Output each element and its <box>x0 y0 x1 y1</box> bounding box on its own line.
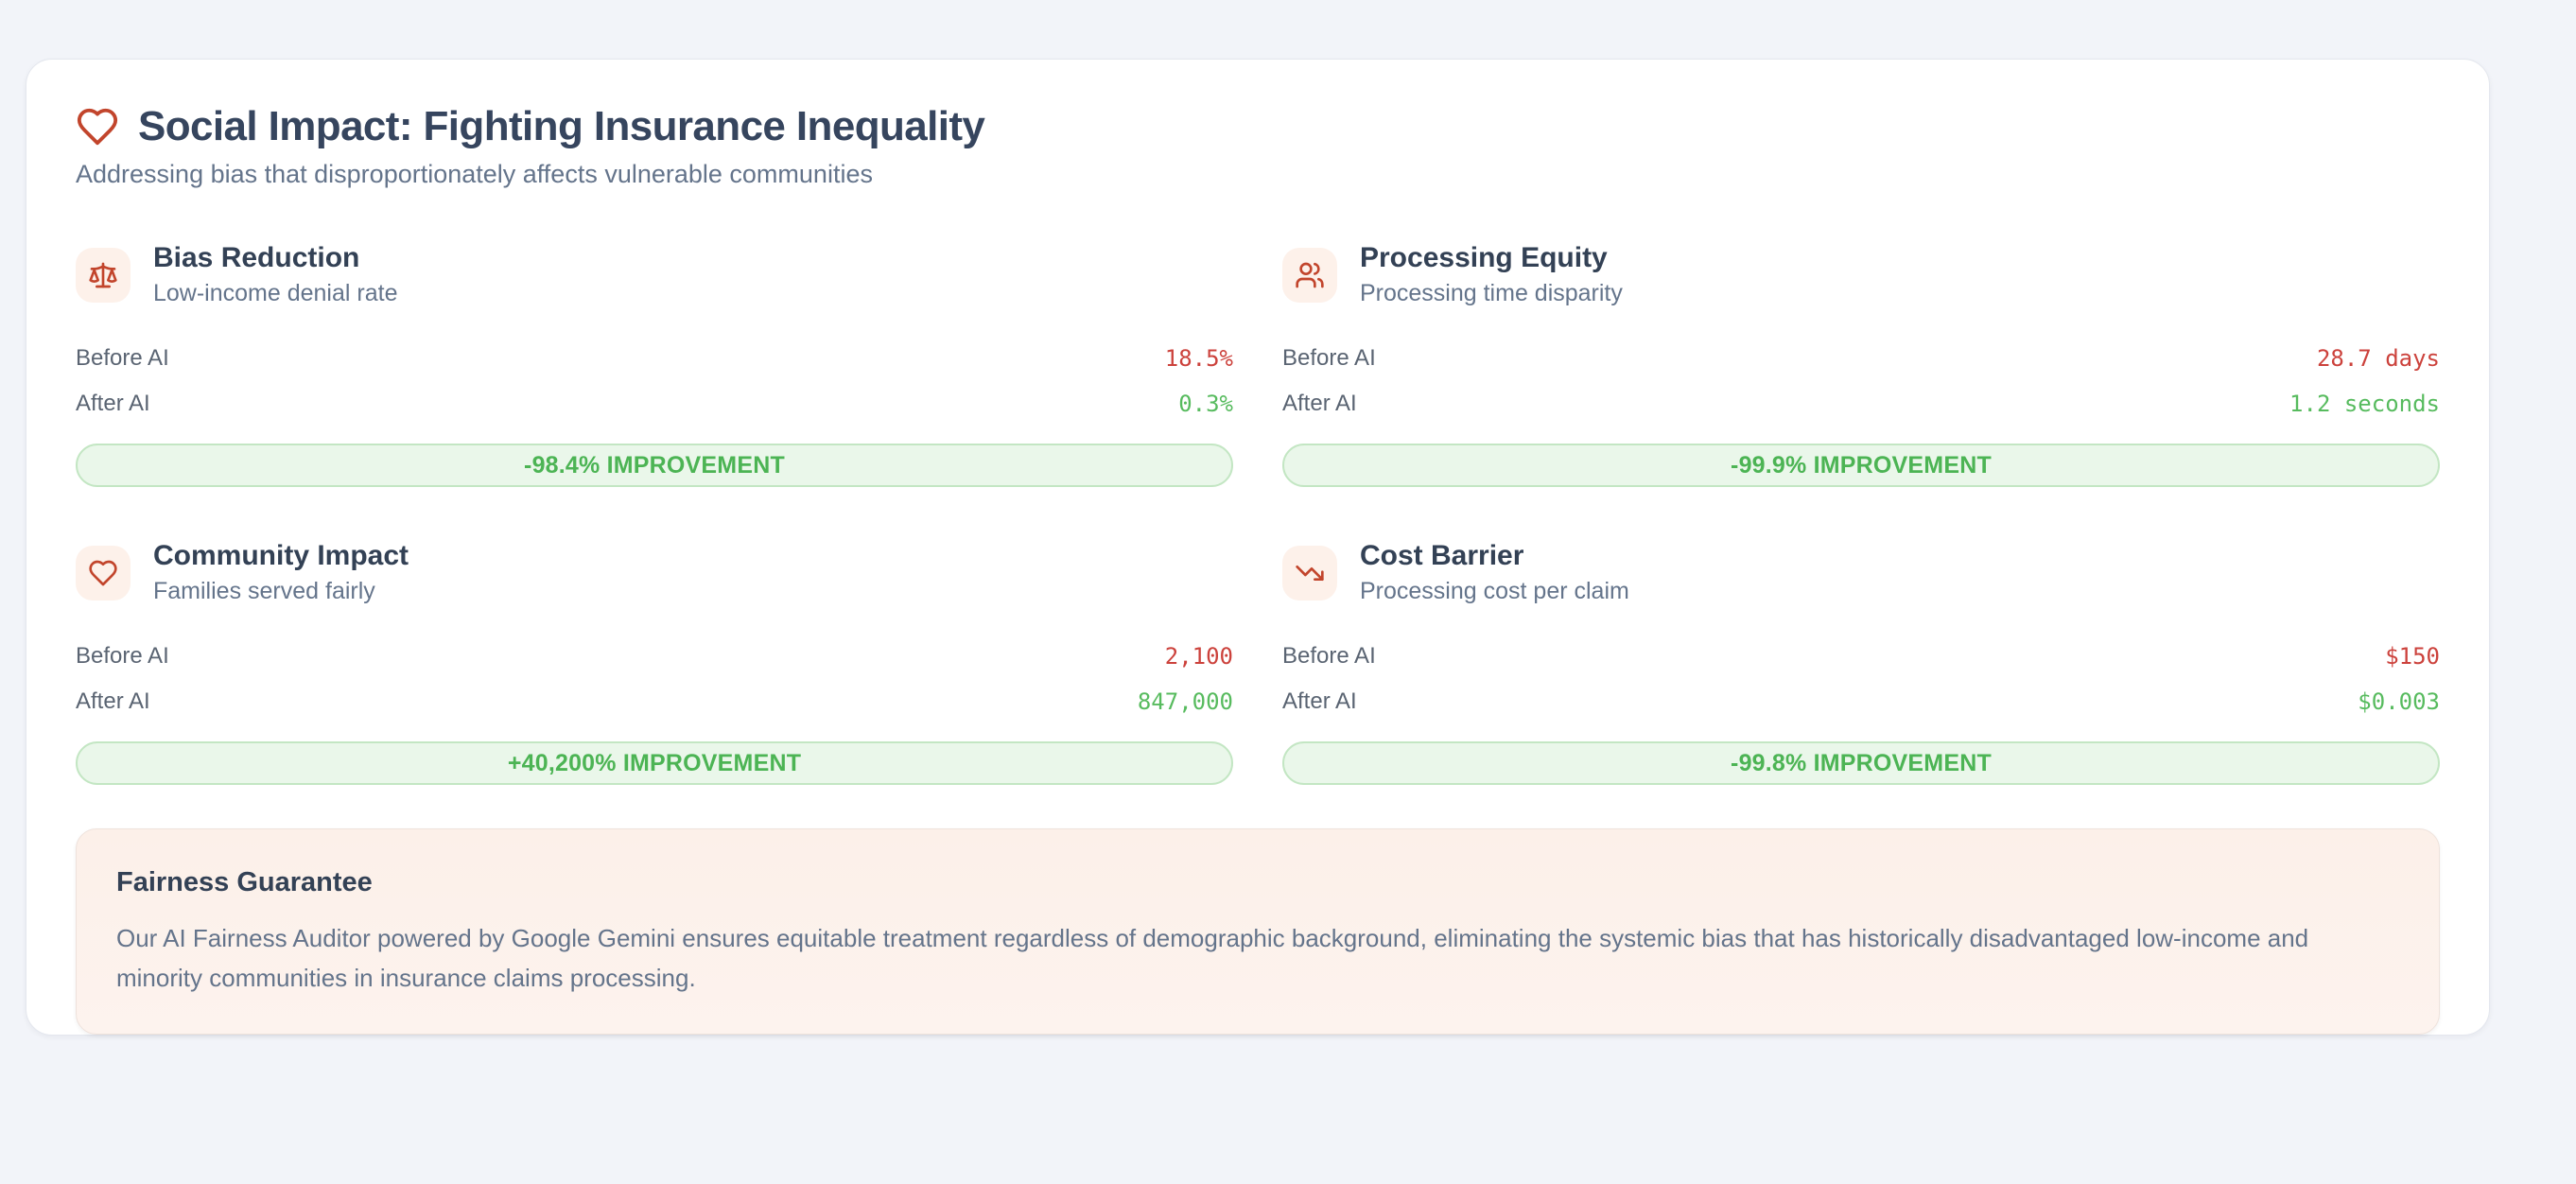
after-row: After AI $0.003 <box>1282 679 2440 724</box>
metric-header: Bias Reduction Low-income denial rate <box>76 242 1233 307</box>
before-value: $150 <box>2385 643 2440 670</box>
page-title: Social Impact: Fighting Insurance Inequa… <box>138 103 985 149</box>
fairness-panel: Fairness Guarantee Our AI Fairness Audit… <box>76 828 2440 1036</box>
improvement-badge: -99.9% IMPROVEMENT <box>1282 444 2440 487</box>
heart-icon <box>76 545 131 601</box>
metric-card-bias-reduction: Bias Reduction Low-income denial rate Be… <box>76 242 1233 487</box>
after-row: After AI 847,000 <box>76 679 1233 724</box>
improvement-badge: -99.8% IMPROVEMENT <box>1282 741 2440 785</box>
metric-header: Community Impact Families served fairly <box>76 540 1233 605</box>
before-value: 28.7 days <box>2316 345 2440 372</box>
after-value: $0.003 <box>2358 688 2440 715</box>
panel-header: Social Impact: Fighting Insurance Inequa… <box>76 103 2440 150</box>
after-value: 0.3% <box>1178 391 1233 417</box>
metric-title: Community Impact <box>153 540 409 571</box>
after-label: After AI <box>1282 391 1357 416</box>
metric-title: Cost Barrier <box>1360 540 1524 571</box>
improvement-badge: -98.4% IMPROVEMENT <box>76 444 1233 487</box>
after-value: 847,000 <box>1137 688 1233 715</box>
metric-title: Bias Reduction <box>153 242 360 273</box>
metric-subtitle: Processing time disparity <box>1360 280 1623 306</box>
before-row: Before AI 28.7 days <box>1282 336 2440 381</box>
users-icon <box>1282 247 1337 303</box>
metric-subtitle: Processing cost per claim <box>1360 578 1629 604</box>
metric-header: Cost Barrier Processing cost per claim <box>1282 540 2440 605</box>
before-label: Before AI <box>76 643 169 669</box>
before-value: 18.5% <box>1164 345 1233 372</box>
before-row: Before AI 18.5% <box>76 336 1233 381</box>
before-row: Before AI 2,100 <box>76 634 1233 679</box>
improvement-badge: +40,200% IMPROVEMENT <box>76 741 1233 785</box>
metric-card-processing-equity: Processing Equity Processing time dispar… <box>1282 242 2440 487</box>
scale-icon <box>76 247 131 303</box>
after-label: After AI <box>76 688 150 714</box>
metric-subtitle: Families served fairly <box>153 578 375 604</box>
before-label: Before AI <box>1282 345 1376 371</box>
before-value: 2,100 <box>1164 643 1233 670</box>
after-value: 1.2 seconds <box>2289 391 2440 417</box>
after-row: After AI 0.3% <box>76 381 1233 427</box>
metric-header: Processing Equity Processing time dispar… <box>1282 242 2440 307</box>
before-label: Before AI <box>76 345 169 371</box>
metric-subtitle: Low-income denial rate <box>153 280 398 306</box>
fairness-title: Fairness Guarantee <box>116 867 373 897</box>
before-row: Before AI $150 <box>1282 634 2440 679</box>
before-label: Before AI <box>1282 643 1376 669</box>
metrics-grid: Bias Reduction Low-income denial rate Be… <box>76 242 2440 785</box>
social-impact-panel: Social Impact: Fighting Insurance Inequa… <box>26 59 2490 1036</box>
after-row: After AI 1.2 seconds <box>1282 381 2440 427</box>
trending-down-icon <box>1282 545 1337 601</box>
metric-card-cost-barrier: Cost Barrier Processing cost per claim B… <box>1282 540 2440 785</box>
fairness-body: Our AI Fairness Auditor powered by Googl… <box>116 924 2309 992</box>
metric-card-community-impact: Community Impact Families served fairly … <box>76 540 1233 785</box>
after-label: After AI <box>76 391 150 416</box>
heart-icon <box>76 105 119 148</box>
after-label: After AI <box>1282 688 1357 714</box>
page-subtitle: Addressing bias that disproportionately … <box>76 160 873 188</box>
metric-title: Processing Equity <box>1360 242 1608 273</box>
